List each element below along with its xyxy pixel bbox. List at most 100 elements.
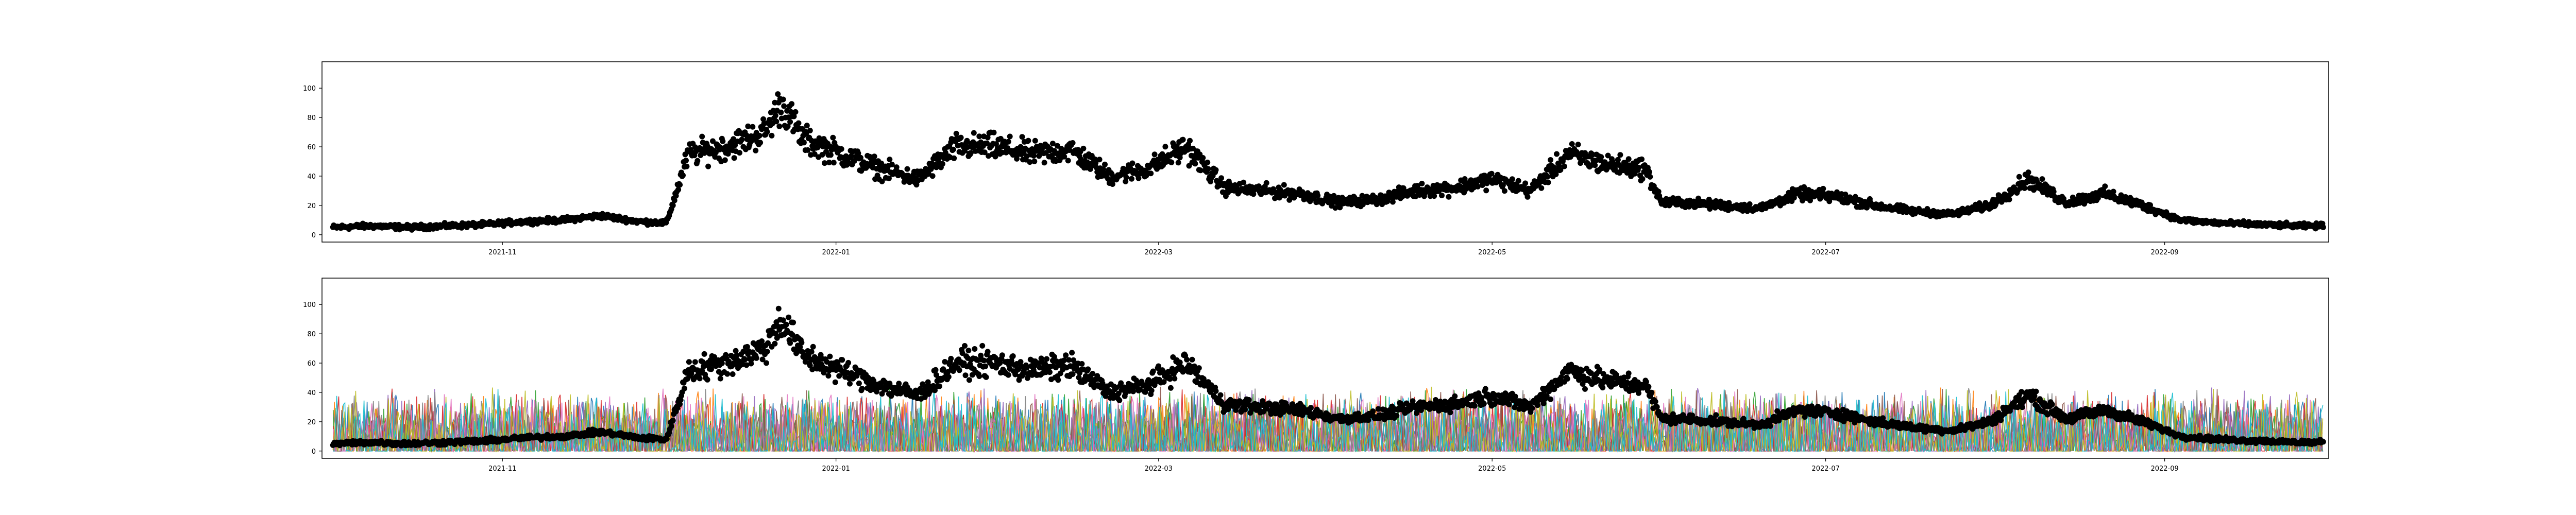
data-point xyxy=(1564,376,1570,382)
data-point xyxy=(668,423,674,429)
data-point xyxy=(780,96,786,102)
data-point xyxy=(971,130,977,136)
y-tick-label: 0 xyxy=(312,232,316,239)
data-point xyxy=(2110,188,2116,195)
data-point xyxy=(1592,162,1598,168)
data-point xyxy=(958,134,964,141)
data-point xyxy=(1617,152,1623,158)
data-point xyxy=(733,348,739,354)
data-point xyxy=(976,133,982,140)
data-point xyxy=(819,152,825,158)
data-point xyxy=(684,163,690,169)
data-point xyxy=(886,175,892,181)
data-point xyxy=(1161,379,1167,385)
data-point xyxy=(1066,147,1073,153)
data-point xyxy=(701,351,707,357)
data-point xyxy=(1189,356,1195,363)
data-point xyxy=(1041,160,1047,166)
data-point xyxy=(787,119,793,125)
data-point xyxy=(1522,180,1529,186)
data-point xyxy=(992,153,998,160)
data-point xyxy=(744,344,750,350)
data-point xyxy=(1061,357,1067,363)
data-point xyxy=(887,157,893,163)
data-point xyxy=(1136,175,1142,181)
data-point xyxy=(896,381,902,387)
data-point xyxy=(1175,160,1181,166)
data-point xyxy=(1747,201,1753,207)
data-point xyxy=(683,158,689,164)
data-point xyxy=(1479,395,1485,401)
data-point xyxy=(1005,372,1011,378)
data-point xyxy=(1063,352,1069,358)
data-point xyxy=(742,356,748,363)
data-point xyxy=(1205,166,1211,172)
data-point xyxy=(1241,179,1247,185)
data-point xyxy=(824,359,830,365)
data-point xyxy=(940,366,946,372)
data-point xyxy=(688,370,694,376)
data-point xyxy=(1649,389,1655,396)
data-point xyxy=(965,144,971,150)
data-point xyxy=(1365,417,1371,423)
data-point xyxy=(826,159,832,165)
data-point xyxy=(1242,406,1248,413)
data-point xyxy=(1069,350,1075,356)
data-point xyxy=(1061,153,1067,160)
data-point xyxy=(1065,158,1071,164)
y-tick-label: 20 xyxy=(307,202,316,210)
data-point xyxy=(724,371,731,377)
data-point xyxy=(1439,193,1445,198)
data-point xyxy=(776,123,783,129)
data-point xyxy=(2033,388,2039,394)
data-point xyxy=(1598,154,1604,160)
data-point xyxy=(939,161,945,167)
data-point xyxy=(1197,167,1204,174)
data-point xyxy=(1501,188,1507,194)
x-tick-label: 2022-03 xyxy=(1145,249,1173,256)
data-point xyxy=(786,314,792,320)
data-point xyxy=(775,305,782,312)
plot-area xyxy=(330,305,2326,453)
data-point xyxy=(1018,359,1024,365)
data-point xyxy=(871,153,877,160)
data-point xyxy=(1032,138,1038,144)
data-point xyxy=(1544,393,1550,399)
data-point xyxy=(976,373,982,379)
data-point xyxy=(772,331,778,337)
data-point xyxy=(1018,144,1024,150)
data-point xyxy=(1070,140,1076,146)
data-point xyxy=(1524,194,1531,200)
data-point xyxy=(1384,198,1391,204)
x-tick-label: 2022-05 xyxy=(1478,249,1506,256)
x-axis-ticks: 2021-11 2022-01 2022-03 2022-05 2022-07 2022-… xyxy=(488,242,2179,256)
axes-frame xyxy=(321,61,2329,243)
data-point xyxy=(1713,412,1719,418)
data-point xyxy=(792,109,799,115)
data-point xyxy=(1639,156,1645,162)
data-point xyxy=(671,197,677,203)
data-point xyxy=(743,362,750,368)
data-point xyxy=(1375,406,1381,412)
data-point xyxy=(1475,183,1481,190)
data-point xyxy=(799,339,805,346)
data-point xyxy=(925,379,931,385)
data-point xyxy=(1605,152,1611,159)
data-point xyxy=(790,319,796,325)
data-point xyxy=(979,342,986,349)
data-point xyxy=(847,381,853,387)
data-point xyxy=(686,359,692,365)
data-point xyxy=(1639,176,1646,182)
data-point xyxy=(682,385,687,391)
data-point xyxy=(964,138,970,144)
data-point xyxy=(1394,413,1400,419)
data-point xyxy=(1592,158,1599,164)
data-point xyxy=(1554,151,1560,157)
data-point xyxy=(962,372,969,379)
data-point xyxy=(710,138,716,144)
scatter-points xyxy=(330,305,2326,449)
data-point xyxy=(1103,393,1109,399)
data-point xyxy=(832,379,838,385)
data-point xyxy=(951,155,957,161)
data-point xyxy=(1556,163,1562,169)
